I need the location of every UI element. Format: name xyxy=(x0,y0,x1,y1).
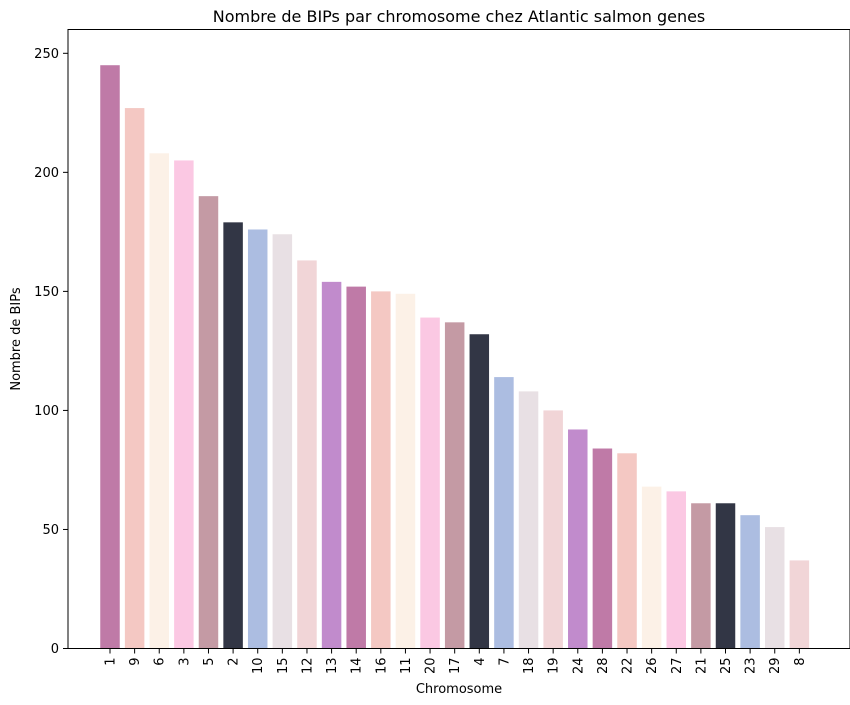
bar-chr-22 xyxy=(617,453,637,649)
plot-frame xyxy=(67,29,850,649)
bar-chr-13 xyxy=(321,281,342,649)
x-tick-label: 7 xyxy=(497,658,512,666)
bar-chr-9 xyxy=(124,108,145,649)
y-tick-label: 50 xyxy=(42,523,59,538)
x-tick-label: 8 xyxy=(793,658,808,666)
x-axis: 1 9 6 3 5 2 10 15 12 13 14 16 11 20 17 4 7 18 19 24 28 22 26 27… xyxy=(104,648,808,675)
y-tick-label: 250 xyxy=(34,47,59,62)
x-tick-label: 11 xyxy=(399,658,414,675)
x-tick-label: 10 xyxy=(251,658,266,675)
x-tick-label: 2 xyxy=(227,658,242,666)
x-tick-label: 13 xyxy=(325,658,340,675)
bar-chr-28 xyxy=(592,448,613,649)
bar-chr-12 xyxy=(297,260,317,649)
x-tick-label: 25 xyxy=(719,658,734,675)
bar-chr-24 xyxy=(568,429,588,649)
x-tick-label: 16 xyxy=(374,658,389,675)
bar-chr-3 xyxy=(174,160,194,649)
x-tick-label: 18 xyxy=(522,658,537,675)
bar-chr-4 xyxy=(469,334,490,649)
y-tick-label: 100 xyxy=(34,404,59,419)
bar-chr-25 xyxy=(715,503,736,649)
x-tick-label: 15 xyxy=(276,658,291,675)
y-axis: 0 50 100 150 200 250 xyxy=(34,47,68,657)
bar-chr-10 xyxy=(247,229,268,649)
chart-title: Nombre de BIPs par chromosome chez Atlan… xyxy=(213,7,706,26)
x-tick-label: 3 xyxy=(177,658,192,666)
x-tick-label: 21 xyxy=(694,658,709,675)
y-axis-label: Nombre de BIPs xyxy=(9,287,24,391)
bar-chr-17 xyxy=(444,322,465,649)
x-tick-label: 20 xyxy=(424,658,439,675)
bar-chr-6 xyxy=(149,153,169,649)
bar-chr-15 xyxy=(272,234,293,649)
x-tick-label: 27 xyxy=(670,658,685,675)
bar-chr-18 xyxy=(518,391,539,649)
x-tick-label: 14 xyxy=(350,658,365,675)
bar-chr-2 xyxy=(223,222,243,649)
x-tick-label: 22 xyxy=(621,658,636,675)
x-tick-label: 1 xyxy=(104,658,119,666)
plot-area xyxy=(100,65,810,649)
x-tick-label: 4 xyxy=(473,658,488,666)
x-tick-label: 23 xyxy=(744,658,759,675)
bar-chr-21 xyxy=(691,503,711,649)
x-tick-label: 29 xyxy=(768,658,783,675)
bar-chr-19 xyxy=(543,410,563,649)
y-tick-label: 150 xyxy=(34,285,59,300)
x-tick-label: 6 xyxy=(153,658,168,666)
bar-chr-23 xyxy=(740,515,760,649)
bar-chr-1 xyxy=(100,65,120,649)
bar-chr-16 xyxy=(371,291,391,649)
x-tick-label: 5 xyxy=(202,658,217,666)
bar-chr-14 xyxy=(346,286,366,649)
x-tick-label: 26 xyxy=(645,658,660,675)
bar-chr-29 xyxy=(764,527,785,649)
bar-chr-26 xyxy=(641,486,662,649)
x-tick-label: 28 xyxy=(596,658,611,675)
bar-chr-5 xyxy=(198,196,219,649)
bar-chr-27 xyxy=(666,491,687,649)
bar-chr-11 xyxy=(395,293,416,649)
x-tick-label: 19 xyxy=(547,658,562,675)
y-tick-label: 200 xyxy=(34,166,59,181)
bar-chr-8 xyxy=(789,560,810,649)
bar-chr-20 xyxy=(420,317,440,649)
x-tick-label: 9 xyxy=(128,658,143,666)
y-tick-label: 0 xyxy=(51,642,59,657)
bar-chr-7 xyxy=(494,377,514,649)
x-axis-label: Chromosome xyxy=(416,682,502,697)
x-tick-label: 17 xyxy=(448,658,463,675)
x-tick-label: 12 xyxy=(300,658,315,675)
x-tick-label: 24 xyxy=(571,658,586,675)
